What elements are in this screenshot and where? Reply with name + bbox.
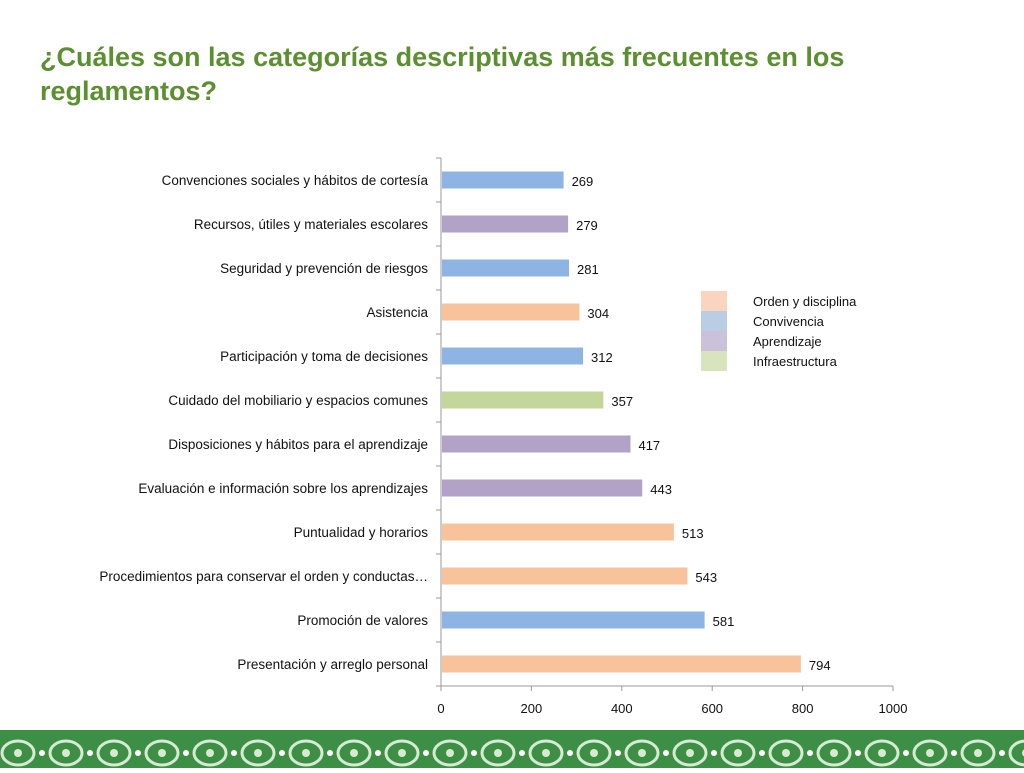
footer-ornament (624, 739, 669, 767)
legend: Orden y disciplina Convivencia Aprendizaje… (701, 291, 857, 371)
data-label: 304 (587, 306, 609, 321)
footer-ornament (96, 739, 141, 767)
x-tick-label: 200 (521, 701, 543, 716)
footer-ornament (1008, 739, 1024, 767)
data-label: 794 (809, 658, 831, 673)
category-label: Asistencia (366, 305, 428, 320)
footer-pattern (0, 739, 1024, 767)
data-label: 279 (576, 218, 598, 233)
bar (442, 655, 801, 673)
x-tick-label: 1000 (879, 701, 908, 716)
legend-swatch (701, 331, 727, 351)
legend-label: Aprendizaje (753, 334, 822, 349)
bar (442, 523, 674, 541)
data-label: 281 (577, 262, 599, 277)
data-label: 269 (572, 174, 594, 189)
x-tick-label: 600 (701, 701, 723, 716)
data-label: 417 (638, 438, 660, 453)
bar (442, 303, 580, 321)
category-label: Presentación y arreglo personal (237, 657, 428, 672)
legend-swatch (701, 291, 727, 311)
data-label: 543 (695, 570, 717, 585)
bar (442, 215, 569, 233)
legend-swatch (701, 311, 727, 331)
category-label: Disposiciones y hábitos para el aprendiz… (168, 437, 428, 452)
bar (442, 611, 705, 629)
bar (442, 259, 570, 277)
footer-ornament (672, 739, 717, 767)
footer-ornament (336, 739, 381, 767)
category-label: Recursos, útiles y materiales escolares (194, 217, 428, 232)
x-tick-label: 400 (611, 701, 633, 716)
x-tick-label: 800 (792, 701, 814, 716)
footer-ornament (432, 739, 477, 767)
data-label: 513 (682, 526, 704, 541)
bar (442, 435, 631, 453)
footer-ornament (528, 739, 573, 767)
footer-ornament (240, 739, 285, 767)
footer-ornament (192, 739, 237, 767)
data-label: 357 (611, 394, 633, 409)
bars-layer: 269 279 281 304 312 357 417 443 513 543 581 794 (442, 171, 831, 673)
legend-label: Convivencia (753, 314, 825, 329)
footer-ornament (912, 739, 957, 767)
category-label: Cuidado del mobiliario y espacios comune… (168, 393, 428, 408)
category-label: Participación y toma de decisiones (220, 349, 428, 364)
footer-ornament (384, 739, 429, 767)
bar-chart: 269 279 281 304 312 357 417 443 513 543 581 794 Con… (99, 157, 908, 716)
legend-swatch (701, 351, 727, 371)
bar (442, 479, 643, 497)
legend-label: Orden y disciplina (753, 294, 857, 309)
footer-ornament (48, 739, 93, 767)
category-label: Seguridad y prevención de riesgos (220, 261, 428, 276)
slide-title: ¿Cuáles son las categorías descriptivas … (40, 42, 845, 106)
footer-decorative-band (0, 730, 1024, 768)
legend-label: Infraestructura (753, 354, 838, 369)
bar (442, 567, 688, 585)
footer-ornament (864, 739, 909, 767)
footer-ornament (144, 739, 189, 767)
category-label: Promoción de valores (297, 613, 428, 628)
footer-ornament (480, 739, 525, 767)
bar (442, 347, 584, 365)
data-label: 443 (650, 482, 672, 497)
footer-ornament (768, 739, 813, 767)
bar (442, 171, 564, 189)
category-label: Convenciones sociales y hábitos de corte… (162, 173, 429, 188)
data-label: 312 (591, 350, 613, 365)
footer-ornament (0, 739, 45, 767)
footer-ornament (960, 739, 1005, 767)
footer-ornament (720, 739, 765, 767)
footer-ornament (576, 739, 621, 767)
footer-ornament (288, 739, 333, 767)
axis-layer: Convenciones sociales y hábitos de corte… (99, 157, 908, 716)
category-label: Evaluación e información sobre los apren… (138, 481, 428, 496)
footer-ornament (816, 739, 861, 767)
data-label: 581 (713, 614, 735, 629)
category-label: Procedimientos para conservar el orden y… (99, 569, 428, 584)
category-label: Puntualidad y horarios (294, 525, 429, 540)
x-tick-label: 0 (437, 701, 444, 716)
bar (442, 391, 604, 409)
